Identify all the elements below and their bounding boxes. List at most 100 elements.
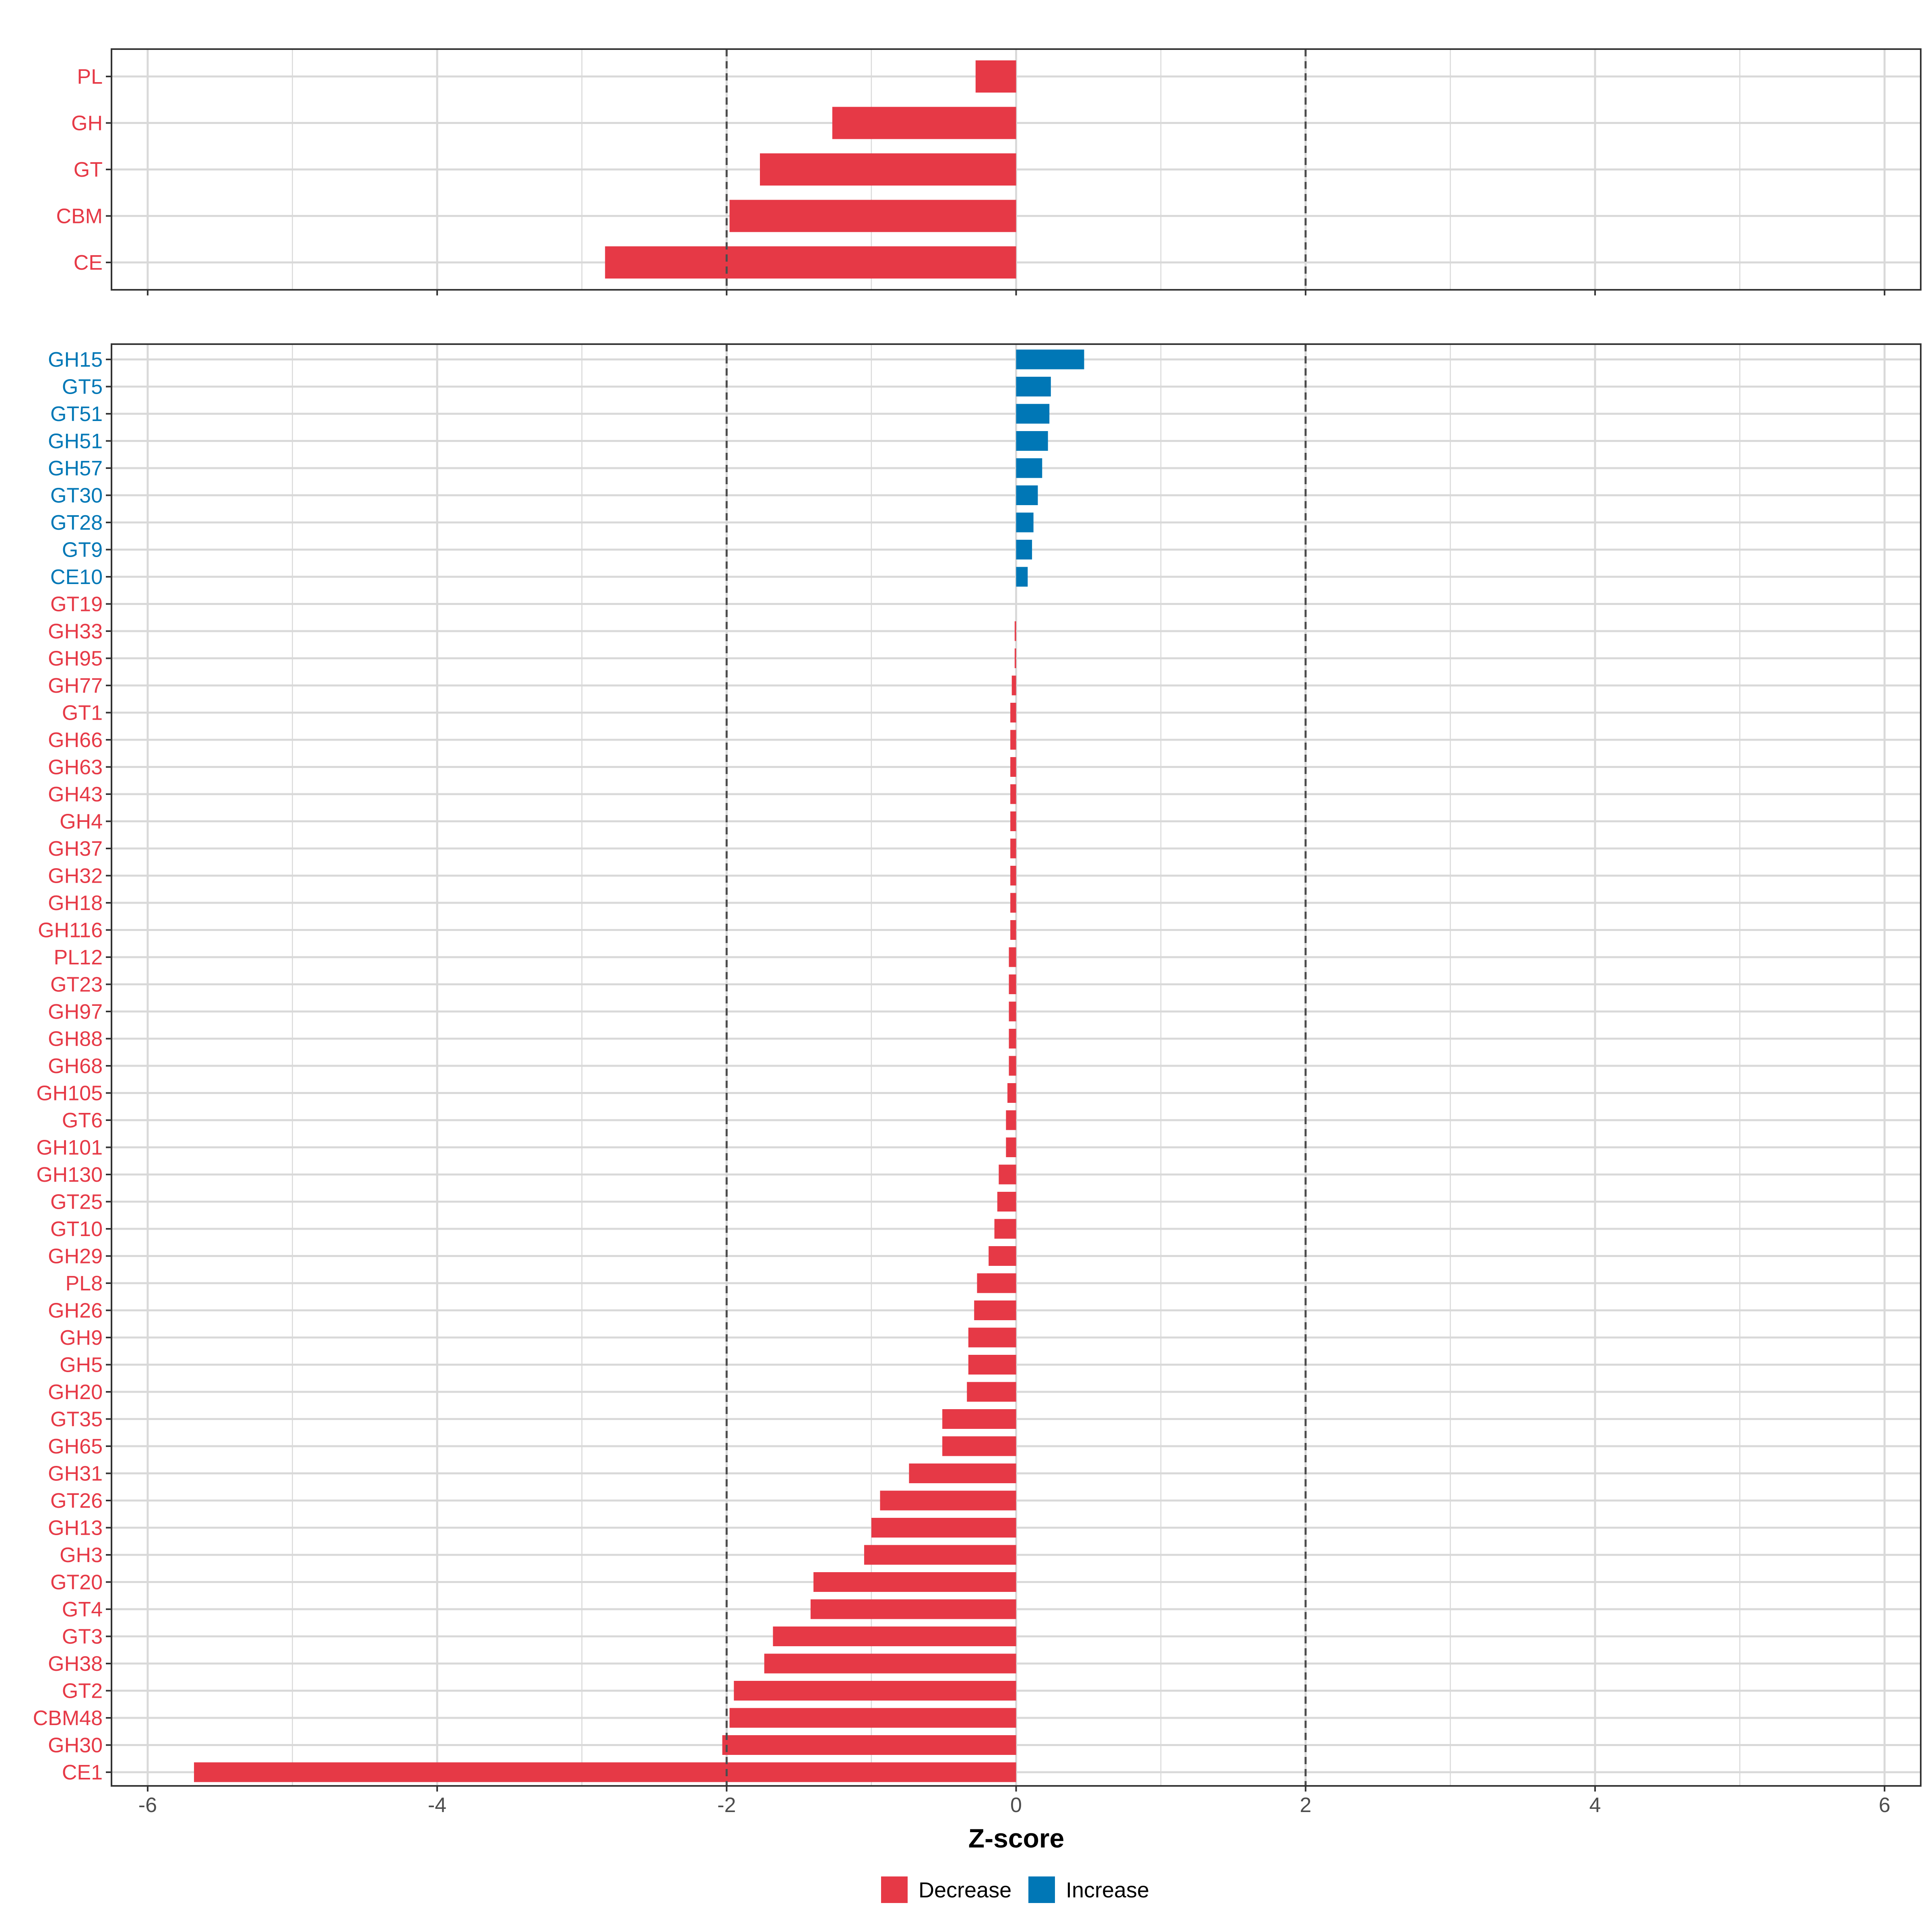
- y-tick-label: PL8: [65, 1272, 103, 1295]
- y-tick-label: GT2: [62, 1680, 103, 1703]
- y-tick-label: GT3: [62, 1625, 103, 1649]
- legend-label-decrease: Decrease: [919, 1878, 1011, 1902]
- x-tick-label: 4: [1589, 1794, 1601, 1817]
- y-tick-label: PL: [77, 65, 103, 89]
- bar: [1009, 1056, 1016, 1076]
- bar: [974, 1300, 1016, 1320]
- bar: [1016, 377, 1051, 396]
- y-tick-label: GT51: [50, 402, 103, 426]
- y-tick-label: GH5: [60, 1354, 103, 1377]
- y-tick-label: GH97: [48, 1000, 103, 1024]
- y-tick-label: GH66: [48, 729, 103, 752]
- y-tick-label: GH32: [48, 865, 103, 888]
- bar: [832, 107, 1016, 139]
- y-tick-label: GH4: [60, 810, 103, 834]
- y-tick-label: GH31: [48, 1462, 103, 1486]
- bar: [968, 1355, 1016, 1375]
- legend-label-increase: Increase: [1066, 1878, 1149, 1902]
- y-tick-label: GH95: [48, 647, 103, 671]
- y-tick-label: GH9: [60, 1326, 103, 1350]
- y-tick-label: GH18: [48, 892, 103, 915]
- y-tick-label: GH65: [48, 1435, 103, 1458]
- y-tick-label: PL12: [54, 946, 103, 969]
- y-tick-label: GT25: [50, 1191, 103, 1214]
- bar: [1016, 540, 1032, 559]
- y-tick-label: GH13: [48, 1517, 103, 1540]
- bar: [1010, 893, 1016, 913]
- bar: [194, 1762, 1016, 1782]
- legend-swatch-decrease: [881, 1876, 908, 1903]
- legend-swatch-increase: [1028, 1876, 1055, 1903]
- y-tick-label: GT26: [50, 1489, 103, 1513]
- y-tick-label: GT35: [50, 1408, 103, 1431]
- x-tick-label: -2: [717, 1794, 736, 1817]
- bar: [1010, 838, 1016, 859]
- bar: [1011, 675, 1016, 696]
- x-axis-title: Z-score: [968, 1823, 1064, 1853]
- bar: [864, 1545, 1016, 1565]
- bar: [1016, 485, 1038, 505]
- y-tick-label: GT20: [50, 1571, 103, 1594]
- y-tick-label: GH101: [36, 1136, 103, 1160]
- bar: [1014, 648, 1016, 668]
- bar: [1010, 730, 1016, 750]
- bar: [1006, 1137, 1016, 1157]
- bar: [729, 200, 1016, 232]
- y-tick-label: GH130: [36, 1163, 103, 1187]
- y-tick-label: GH30: [48, 1734, 103, 1757]
- y-tick-label: GH116: [38, 919, 103, 942]
- y-tick-label: GH77: [48, 674, 103, 698]
- y-tick-label: GT19: [50, 593, 103, 616]
- bar: [1016, 404, 1050, 424]
- x-tick-label: -6: [138, 1794, 157, 1817]
- y-tick-label: GT10: [50, 1218, 103, 1241]
- y-tick-label: GH63: [48, 756, 103, 779]
- bar: [977, 1273, 1016, 1293]
- y-tick-label: GT: [74, 158, 103, 182]
- bar: [722, 1735, 1016, 1755]
- y-tick-label: GH26: [48, 1299, 103, 1323]
- bar: [1010, 757, 1016, 777]
- y-tick-label: GT4: [62, 1598, 103, 1621]
- y-tick-label: GT23: [50, 973, 103, 997]
- bar: [1016, 567, 1028, 587]
- bar: [1009, 1001, 1016, 1022]
- y-tick-label: GH33: [48, 620, 103, 643]
- panel-family-totals: PL GH GT CBM CE: [56, 48, 1922, 295]
- bar: [1010, 703, 1016, 722]
- y-tick-label: CBM: [56, 205, 103, 228]
- bar: [810, 1599, 1016, 1619]
- y-tick-label: GH38: [48, 1652, 103, 1676]
- bar: [968, 1327, 1016, 1348]
- bar: [734, 1681, 1016, 1701]
- bar: [1009, 974, 1016, 994]
- bar: [942, 1409, 1016, 1429]
- y-tick-label: GH3: [60, 1544, 103, 1567]
- bar: [1010, 866, 1016, 886]
- y-tick-label: CBM48: [33, 1707, 103, 1730]
- legend: Decrease Increase: [881, 1876, 1149, 1903]
- bar: [909, 1463, 1016, 1483]
- bar: [1007, 1083, 1016, 1103]
- bar: [989, 1246, 1016, 1266]
- y-tick-label: GT1: [62, 702, 103, 725]
- y-tick-label: GH57: [48, 457, 103, 480]
- y-tick-label: GT30: [50, 484, 103, 508]
- x-tick-label: 2: [1300, 1794, 1311, 1817]
- y-tick-label: GH15: [48, 348, 103, 372]
- bar: [975, 60, 1016, 93]
- bar: [1016, 349, 1084, 369]
- bar: [729, 1708, 1016, 1728]
- y-tick-label: CE1: [62, 1761, 103, 1784]
- bar: [813, 1572, 1016, 1592]
- y-tick-label: GH88: [48, 1028, 103, 1051]
- bar: [1009, 947, 1016, 967]
- bar: [1016, 512, 1034, 533]
- bar: [942, 1436, 1016, 1456]
- bar: [880, 1490, 1016, 1511]
- bar: [764, 1653, 1016, 1674]
- bar: [1009, 1029, 1016, 1049]
- y-tick-label: GH51: [48, 430, 103, 453]
- bar: [1006, 1110, 1016, 1130]
